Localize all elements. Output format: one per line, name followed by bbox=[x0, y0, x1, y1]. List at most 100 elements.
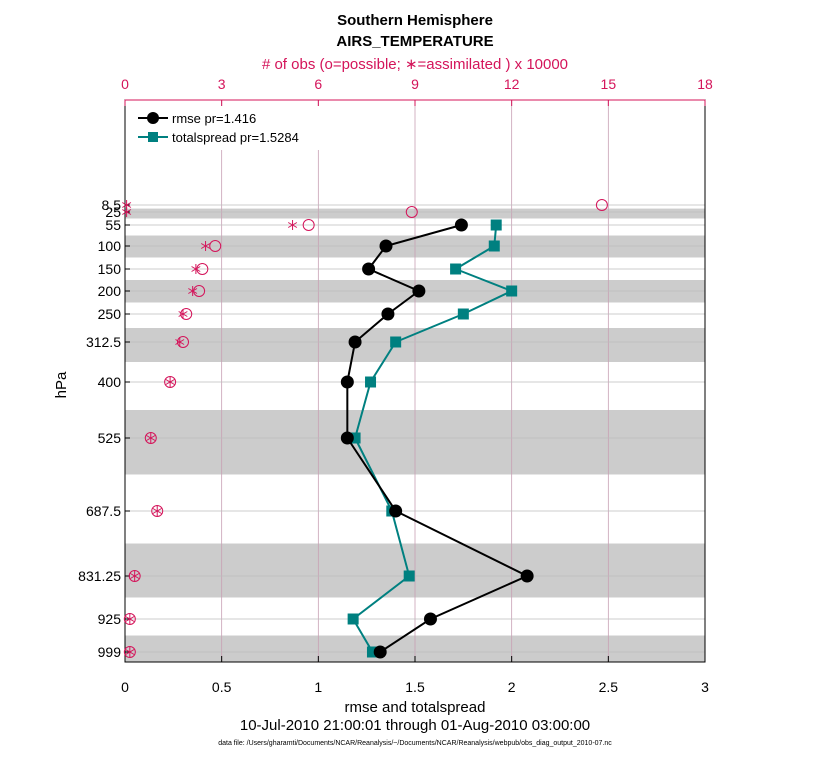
rmse-point bbox=[362, 262, 376, 276]
x-tick-label: 2.5 bbox=[599, 679, 619, 695]
y-tick-label: 100 bbox=[98, 238, 122, 254]
y-tick-label: 400 bbox=[98, 374, 122, 390]
obs-assimilated-marker bbox=[200, 241, 211, 251]
obs-possible-marker bbox=[180, 308, 193, 320]
obs-assimilated-marker bbox=[130, 571, 140, 581]
y-tick-label: 999 bbox=[98, 644, 122, 660]
totalspread-point bbox=[365, 376, 377, 388]
x-tick-label: 1 bbox=[314, 679, 322, 695]
rmse-point bbox=[379, 239, 393, 253]
obs-assimilated-marker bbox=[287, 220, 298, 230]
bottom-x-axis: 0 0.5 1 1.5 2 2.5 3 bbox=[121, 656, 709, 695]
y-tick-label: 8.5 bbox=[102, 197, 122, 213]
rmse-point bbox=[340, 375, 354, 389]
top-x-tick-label: 6 bbox=[314, 76, 322, 92]
legend-label-rmse: rmse pr=1.416 bbox=[172, 111, 256, 126]
obs-assimilated-marker bbox=[165, 377, 175, 387]
asterisk-stroke bbox=[122, 209, 132, 215]
asterisk-stroke bbox=[130, 573, 140, 579]
rmse-point bbox=[520, 569, 534, 583]
obs-assimilated-marker bbox=[175, 337, 185, 347]
y-tick-label: 250 bbox=[98, 306, 122, 322]
legend-marker-totalspread bbox=[148, 132, 158, 142]
obs-assimilated-marker bbox=[122, 207, 132, 217]
date-range-label: 10-Jul-2010 21:00:01 through 01-Aug-2010… bbox=[240, 717, 590, 734]
totalspread-point bbox=[488, 240, 500, 252]
asterisk-stroke bbox=[191, 266, 201, 272]
y-tick-label: 831.25 bbox=[78, 568, 121, 584]
obs-possible-marker bbox=[123, 646, 136, 658]
data-file-footnote: data file: /Users/gharamti/Documents/NCA… bbox=[218, 740, 612, 747]
asterisk-stroke bbox=[125, 649, 135, 655]
x-tick-label: 2 bbox=[508, 679, 516, 695]
top-x-axis: 0 3 6 9 12 15 18 bbox=[121, 76, 713, 106]
y-tick-label: 150 bbox=[98, 261, 122, 277]
obs-assimilated-marker bbox=[188, 286, 198, 296]
top-x-tick-label: 18 bbox=[697, 76, 713, 92]
top-x-tick-label: 15 bbox=[601, 76, 617, 92]
top-x-tick-label: 12 bbox=[504, 76, 520, 92]
obs-assimilated-marker bbox=[178, 309, 188, 319]
x-axis-label: rmse and totalspread bbox=[345, 699, 486, 716]
y-tick-label: 525 bbox=[98, 430, 122, 446]
chart-subtitle: AIRS_TEMPERATURE bbox=[336, 33, 493, 50]
obs-possible-marker bbox=[209, 240, 222, 252]
obs-assimilated-marker bbox=[191, 264, 201, 274]
obs-possible-marker bbox=[164, 376, 177, 388]
legend: rmse pr=1.416 totalspread pr=1.5284 bbox=[133, 106, 323, 150]
legend-box bbox=[133, 106, 323, 150]
obs-possible-marker bbox=[123, 613, 136, 625]
totalspread-point bbox=[457, 308, 469, 320]
asterisk-stroke bbox=[152, 508, 162, 514]
series-lines bbox=[340, 218, 534, 659]
obs-possible-marker bbox=[405, 206, 418, 218]
top-x-tick-label: 0 bbox=[121, 76, 129, 92]
obs-assimilated-marker bbox=[125, 647, 135, 657]
obs-assimilated-marker bbox=[125, 614, 135, 624]
obs-possible-marker bbox=[144, 432, 157, 444]
obs-possible-marker bbox=[128, 570, 141, 582]
asterisk-stroke bbox=[175, 339, 185, 345]
totalspread-point bbox=[347, 613, 359, 625]
x-tick-label: 1.5 bbox=[405, 679, 425, 695]
obs-assimilated-marker bbox=[152, 506, 162, 516]
obs-count-markers bbox=[122, 199, 608, 658]
y-tick-label: 55 bbox=[105, 217, 121, 233]
x-tick-label: 0 bbox=[121, 679, 129, 695]
asterisk-stroke bbox=[165, 379, 175, 385]
chart-title: Southern Hemisphere bbox=[337, 12, 493, 29]
totalspread-point bbox=[403, 570, 415, 582]
rmse-point bbox=[412, 284, 426, 298]
obs-possible-marker bbox=[177, 336, 189, 348]
top-x-tick-label: 9 bbox=[411, 76, 419, 92]
obs-assimilated-marker bbox=[146, 433, 156, 443]
obs-possible-marker bbox=[595, 199, 608, 211]
y-tick-label: 687.5 bbox=[86, 503, 121, 519]
totalspread-line bbox=[351, 224, 515, 653]
asterisk-stroke bbox=[178, 311, 188, 317]
rmse-point bbox=[373, 645, 387, 659]
top-x-tick-label: 3 bbox=[218, 76, 226, 92]
legend-label-totalspread: totalspread pr=1.5284 bbox=[172, 130, 299, 145]
rmse-point bbox=[381, 307, 395, 321]
totalspread-point bbox=[506, 285, 518, 297]
x-tick-label: 3 bbox=[701, 679, 709, 695]
legend-marker-rmse bbox=[147, 112, 159, 124]
y-tick-label: 25 bbox=[105, 204, 121, 220]
rmse-point bbox=[348, 335, 362, 349]
asterisk-stroke bbox=[125, 616, 135, 622]
asterisk-stroke bbox=[122, 202, 132, 208]
obs-possible-marker bbox=[151, 505, 164, 517]
y-tick-label: 200 bbox=[98, 283, 122, 299]
y-axis-label: hPa bbox=[53, 371, 70, 398]
totalspread-point bbox=[390, 336, 402, 348]
rmse-point bbox=[389, 504, 403, 518]
y-tick-label: 925 bbox=[98, 611, 122, 627]
totalspread-point bbox=[349, 432, 361, 444]
totalspread-point bbox=[450, 263, 462, 275]
y-tick-label: 312.5 bbox=[86, 334, 121, 350]
totalspread-point bbox=[366, 646, 378, 658]
rmse-point bbox=[423, 612, 437, 626]
rmse-point bbox=[340, 431, 354, 445]
